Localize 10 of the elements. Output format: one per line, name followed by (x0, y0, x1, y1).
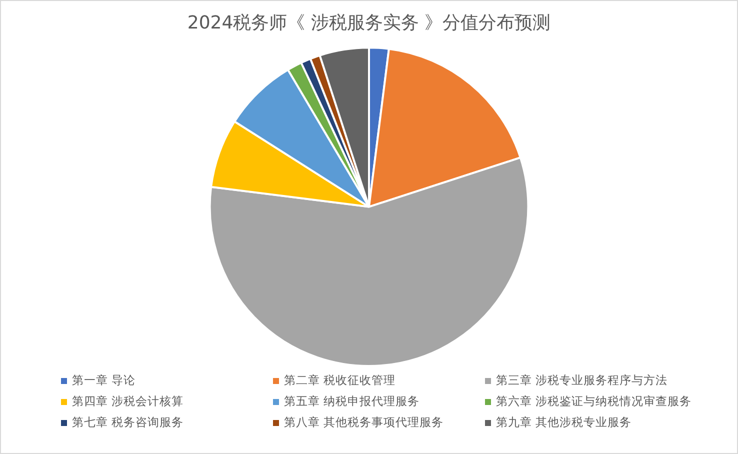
chart-title: 2024税务师《 涉税服务实务 》分值分布预测 (187, 12, 551, 34)
legend-label: 第八章 其他税务事项代理服务 (284, 415, 444, 430)
legend-label: 第二章 税收征收管理 (284, 373, 396, 388)
legend-label: 第三章 涉税专业服务程序与方法 (496, 373, 668, 388)
legend-label: 第五章 纳税申报代理服务 (284, 394, 420, 409)
legend-label: 第一章 导论 (72, 373, 136, 388)
legend-label: 第九章 其他涉税专业服务 (496, 415, 632, 430)
legend-label: 第四章 涉税会计核算 (72, 394, 184, 409)
legend-label: 第六章 涉税鉴证与纳税情况审查服务 (496, 394, 692, 409)
legend-label: 第七章 税务咨询服务 (72, 415, 184, 430)
